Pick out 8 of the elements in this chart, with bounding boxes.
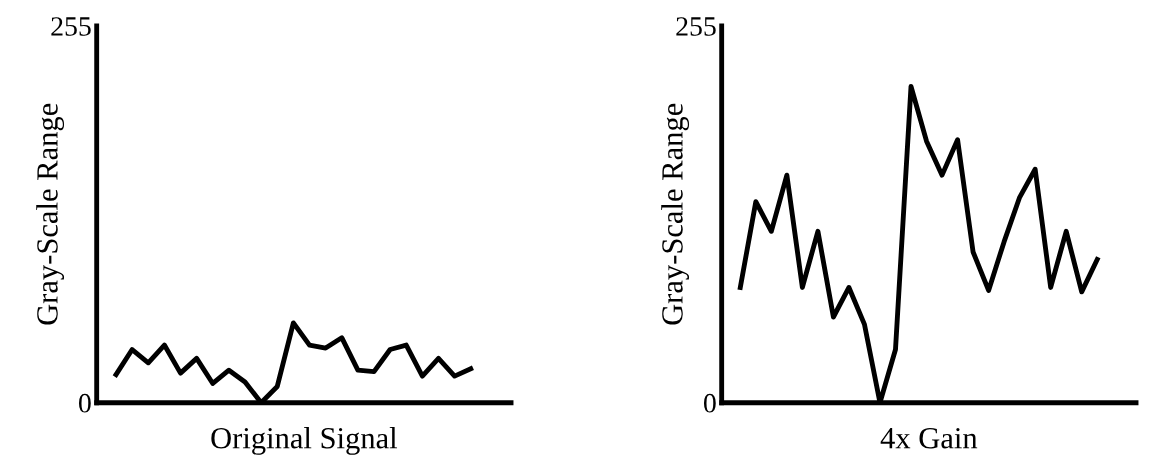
y-tick-label: 0 [78,393,91,413]
y-axis-title: Gray-Scale Range [661,103,690,325]
y-tick-label: 255 [676,17,716,36]
y-tick-label: 0 [703,393,716,413]
x-axis-title: Original Signal [211,427,398,455]
y-axis-title: Gray-Scale Range [36,103,65,325]
y-tick-label: 255 [51,17,91,36]
x-axis-title: 4x Gain [880,427,978,449]
